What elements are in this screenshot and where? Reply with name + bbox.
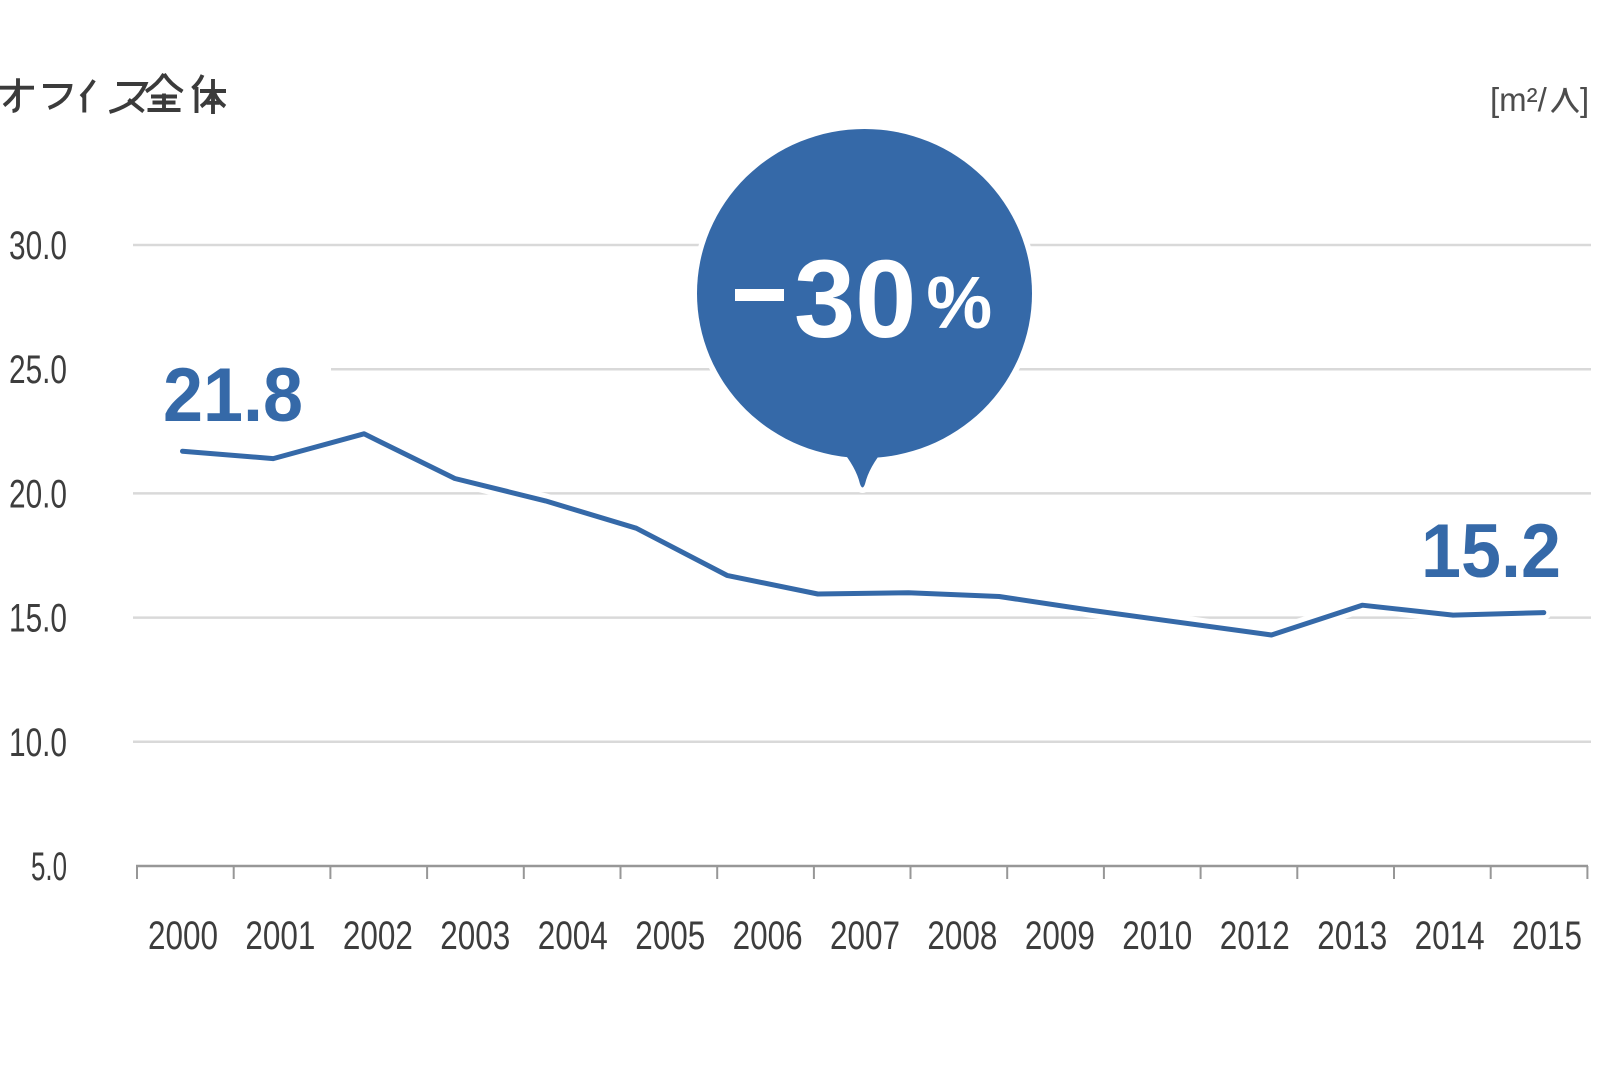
svg-text:5.0: 5.0 xyxy=(31,845,67,889)
svg-text:]: ] xyxy=(1580,81,1589,118)
svg-text:2008: 2008 xyxy=(927,914,997,958)
svg-text:2006: 2006 xyxy=(733,914,803,958)
svg-text:2002: 2002 xyxy=(343,914,413,958)
svg-text:30.0: 30.0 xyxy=(9,224,67,268)
svg-text:15.2: 15.2 xyxy=(1421,509,1561,594)
svg-text:2001: 2001 xyxy=(245,914,315,958)
svg-text:2012: 2012 xyxy=(1220,914,1290,958)
svg-text:10.0: 10.0 xyxy=(9,721,67,765)
svg-text:2013: 2013 xyxy=(1317,914,1387,958)
svg-text:[m²/: [m²/ xyxy=(1490,81,1548,118)
svg-text:2007: 2007 xyxy=(830,914,900,958)
svg-text:2010: 2010 xyxy=(1122,914,1192,958)
svg-text:2000: 2000 xyxy=(148,914,218,958)
svg-text:2004: 2004 xyxy=(538,914,608,958)
svg-text:25.0: 25.0 xyxy=(9,348,67,392)
svg-text:30%: 30% xyxy=(794,238,992,361)
svg-text:21.8: 21.8 xyxy=(163,353,303,438)
svg-text:2014: 2014 xyxy=(1415,914,1485,958)
svg-text:2005: 2005 xyxy=(635,914,705,958)
svg-text:15.0: 15.0 xyxy=(9,597,67,641)
svg-text:2015: 2015 xyxy=(1512,914,1582,958)
svg-text:20.0: 20.0 xyxy=(9,472,67,516)
svg-text:2003: 2003 xyxy=(440,914,510,958)
svg-text:2009: 2009 xyxy=(1025,914,1095,958)
